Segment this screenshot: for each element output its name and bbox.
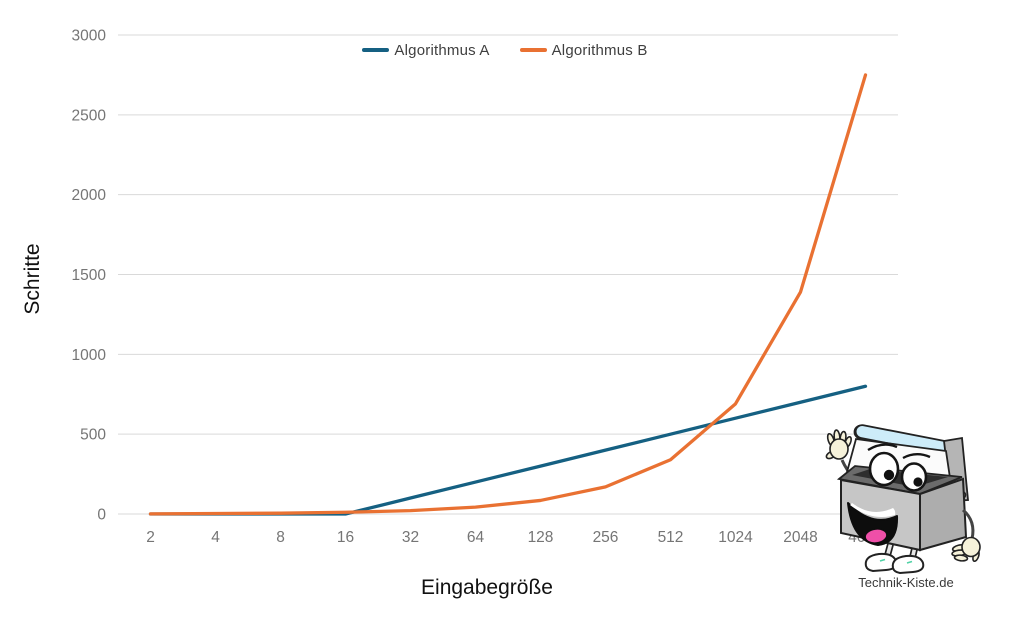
legend-item-algorithmus-a: Algorithmus A: [362, 42, 489, 59]
x-tick-label-128: 128: [528, 529, 554, 546]
y-axis-title: Schritte: [21, 243, 44, 315]
x-tick-label-1024: 1024: [718, 529, 753, 546]
watermark-text: Technik-Kiste.de: [858, 575, 954, 590]
mascot-shoes: [864, 552, 925, 575]
x-tick-label-4: 4: [211, 529, 220, 546]
x-tick-label-256: 256: [593, 529, 619, 546]
legend-label-b: Algorithmus B: [551, 41, 648, 59]
mascot-waving-glove: [825, 429, 852, 460]
series-line-algorithmus-a: [148, 384, 868, 516]
legend-item-algorithmus-b: Algorithmus B: [519, 41, 648, 59]
y-tick-label-2500: 2500: [72, 107, 107, 124]
x-tick-label-8: 8: [276, 529, 285, 546]
x-axis-title: Eingabegröße: [421, 576, 553, 599]
legend-swatch-b-icon: [519, 48, 547, 52]
legend-swatch-a-icon: [362, 48, 390, 52]
y-tick-label-2000: 2000: [72, 187, 107, 204]
y-tick-label-0: 0: [97, 507, 106, 524]
mascot-mouth: [847, 502, 899, 546]
x-tick-label-512: 512: [658, 529, 684, 546]
y-tick-label-1000: 1000: [72, 347, 107, 364]
legend: Algorithmus A Algorithmus B: [0, 40, 1010, 60]
x-tick-label-2048: 2048: [783, 529, 817, 546]
mascot-eyes: [867, 443, 931, 492]
mascot-right-arm: [961, 508, 975, 540]
x-tick-label-16: 16: [337, 529, 354, 546]
mascot-right-glove: [951, 536, 981, 563]
y-tick-label-3000: 3000: [72, 28, 107, 45]
series-line-algorithmus-b: [148, 73, 868, 516]
legend-label-a: Algorithmus A: [394, 41, 490, 59]
mascot-box-side: [919, 477, 968, 552]
y-tick-label-500: 500: [80, 427, 106, 444]
y-tick-label-1500: 1500: [72, 267, 107, 284]
x-tick-label-64: 64: [467, 529, 485, 546]
x-tick-label-2: 2: [146, 529, 155, 546]
x-tick-label-32: 32: [402, 529, 419, 546]
toolbox-mascot-icon: [825, 424, 981, 575]
